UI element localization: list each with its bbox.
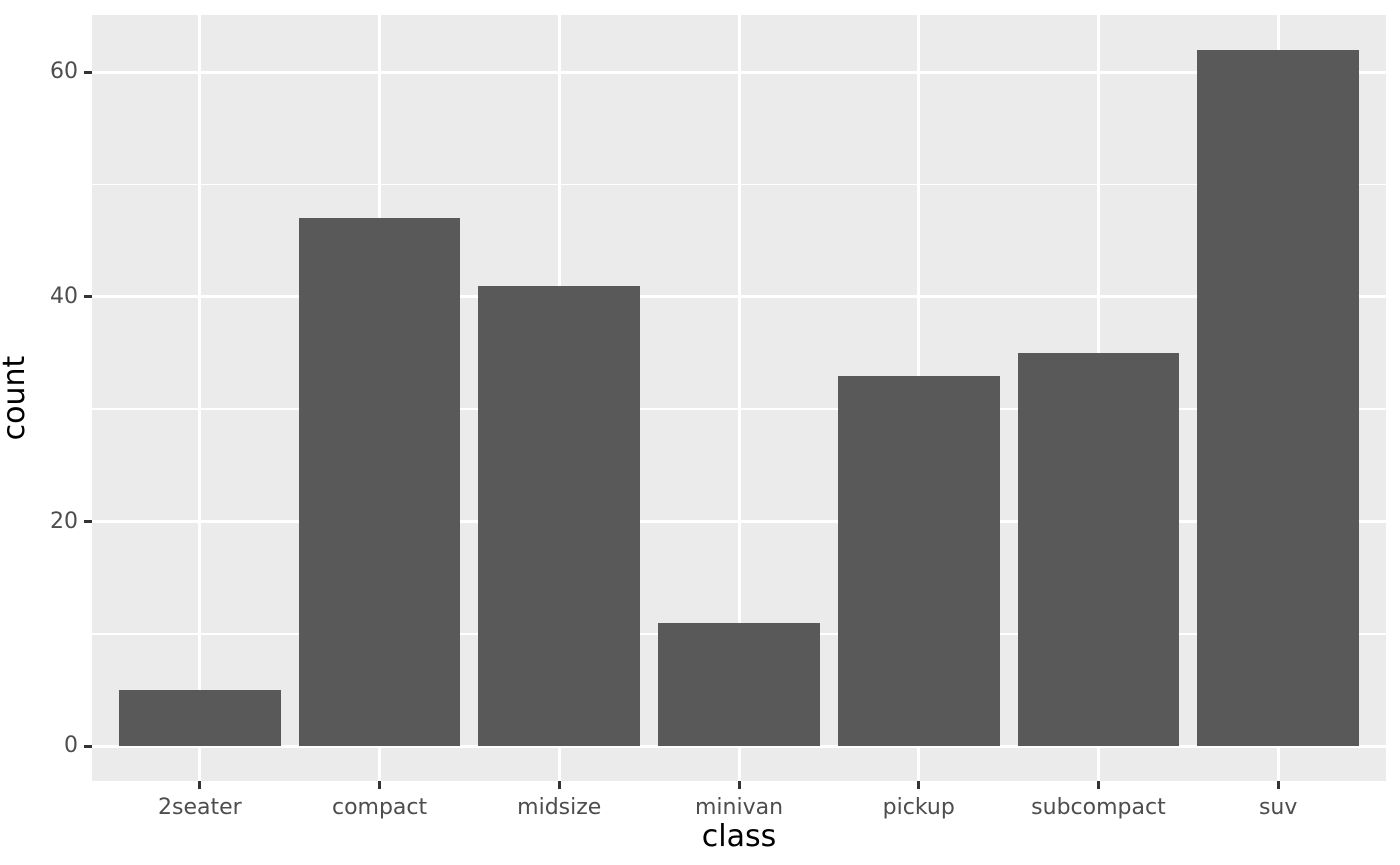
x-tick-mark-2seater [198, 781, 202, 789]
plot-panel [92, 15, 1386, 781]
y-axis-title: count [0, 355, 32, 441]
y-tick-mark-40 [84, 295, 92, 299]
bar-compact [298, 218, 461, 747]
x-tick-label-compact: compact [331, 795, 428, 820]
bar-suv [1197, 49, 1360, 747]
y-tick-label-20: 20 [50, 508, 78, 534]
bar-minivan [658, 622, 820, 747]
x-tick-mark-suv [1276, 781, 1280, 789]
x-axis-title: class [701, 819, 777, 854]
y-tick-label-60: 60 [50, 59, 78, 85]
y-tick-label-40: 40 [50, 283, 78, 309]
major-gridline-x-2seater [198, 15, 202, 781]
x-tick-label-minivan: minivan [694, 795, 784, 820]
x-tick-label-2seater: 2seater [157, 795, 242, 820]
y-tick-mark-60 [84, 70, 92, 74]
x-tick-mark-compact [378, 781, 382, 789]
bar-subcompact [1017, 353, 1180, 747]
x-tick-mark-minivan [737, 781, 741, 789]
bar-midsize [478, 285, 641, 747]
major-gridline-x-minivan [737, 15, 741, 781]
x-tick-mark-midsize [557, 781, 561, 789]
bar-2seater [118, 690, 281, 747]
x-tick-mark-subcompact [1096, 781, 1100, 789]
x-tick-label-midsize: midsize [517, 795, 602, 820]
x-tick-label-pickup: pickup [882, 795, 955, 820]
y-tick-mark-20 [84, 520, 92, 524]
bar-pickup [837, 375, 1000, 747]
x-tick-label-subcompact: subcompact [1031, 795, 1166, 820]
y-tick-label-0: 0 [64, 733, 78, 759]
x-tick-mark-pickup [917, 781, 921, 789]
x-tick-label-suv: suv [1258, 795, 1298, 820]
y-tick-mark-0 [84, 744, 92, 748]
